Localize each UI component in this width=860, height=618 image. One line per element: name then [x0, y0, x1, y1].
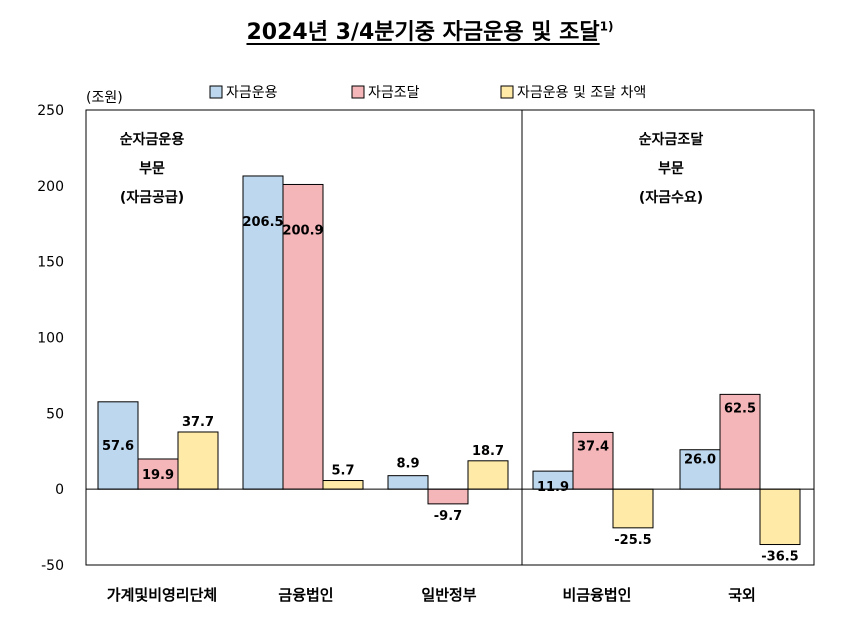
data-label: 57.6: [102, 439, 134, 454]
data-label: 11.9: [537, 480, 569, 495]
annotation-left: 순자금운용: [120, 132, 185, 148]
data-label: 206.5: [242, 215, 283, 230]
y-tick-label: 0: [55, 482, 64, 498]
y-tick-label: 150: [37, 255, 64, 271]
bar: [759, 488, 801, 546]
x-category-label: 국외: [728, 586, 756, 604]
y-tick-label: 250: [37, 103, 64, 119]
data-label: 62.5: [724, 401, 756, 416]
x-category-label: 비금융법인: [562, 586, 631, 604]
data-label: 37.7: [182, 415, 214, 430]
bar: [679, 449, 721, 490]
data-label: 8.9: [396, 457, 419, 472]
legend-swatch: [500, 85, 514, 99]
legend-swatch: [351, 85, 365, 99]
chart-title-text: 2024년 3/4분기중 자금운용 및 조달: [246, 20, 600, 45]
bar: [467, 460, 509, 490]
annotation-right: (자금수요): [639, 190, 703, 206]
data-label: 37.4: [577, 439, 609, 454]
data-label: 26.0: [684, 453, 716, 468]
data-label: 200.9: [282, 223, 323, 238]
y-tick-label: 100: [37, 331, 64, 347]
bar: [177, 431, 219, 490]
bar: [719, 393, 761, 490]
x-category-label: 가계및비영리단체: [107, 586, 217, 604]
bar: [387, 475, 429, 490]
bar: [282, 183, 324, 490]
chart-title: 2024년 3/4분기중 자금운용 및 조달1): [0, 14, 860, 46]
data-label: 18.7: [472, 444, 504, 459]
legend-label: 자금운용: [226, 85, 278, 101]
y-unit-label: (조원): [86, 90, 123, 106]
x-category-label: 금융법인: [278, 586, 333, 604]
bar: [572, 431, 614, 490]
legend-swatch: [209, 85, 223, 99]
annotation-right: 순자금조달: [639, 132, 704, 148]
legend-label: 자금운용 및 조달 차액: [517, 85, 646, 101]
footnote-mark: 1): [599, 19, 614, 34]
y-tick-label: 200: [37, 179, 64, 195]
data-label: 5.7: [331, 464, 354, 479]
bar: [322, 480, 364, 490]
plot-frame: [85, 109, 815, 566]
annotation-left: 부문: [139, 161, 165, 177]
bar: [137, 458, 179, 490]
data-label: -36.5: [761, 550, 798, 565]
annotation-left: (자금공급): [120, 190, 184, 206]
legend-label: 자금조달: [368, 85, 420, 101]
x-category-label: 일반정부: [421, 586, 476, 604]
bar: [612, 488, 654, 529]
data-label: -9.7: [434, 509, 462, 524]
data-label: -25.5: [614, 533, 651, 548]
y-tick-label: 50: [46, 406, 64, 422]
bar: [242, 175, 284, 490]
data-label: 19.9: [142, 468, 174, 483]
y-tick-label: -50: [41, 558, 64, 574]
annotation-right: 부문: [658, 161, 684, 177]
bar: [427, 488, 469, 505]
